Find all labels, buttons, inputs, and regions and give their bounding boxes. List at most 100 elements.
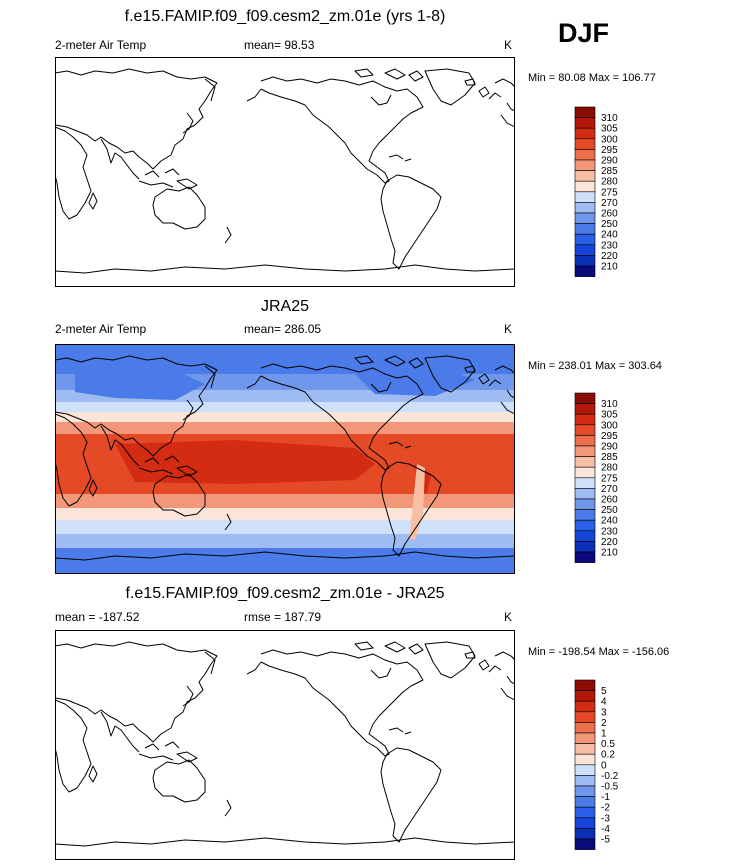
colorbar-label: 290: [601, 156, 618, 167]
colorbar-box: [574, 488, 596, 500]
colorbar-box: [574, 403, 596, 415]
colorbar-box: [574, 509, 596, 521]
colorbar-box: [574, 138, 596, 150]
colorbar-box: [574, 170, 596, 182]
temperature-band: [55, 422, 515, 434]
panel-3-frame: [55, 630, 515, 860]
colorbar-label: 220: [601, 537, 618, 548]
panel-3-map-svg: [55, 630, 515, 860]
panel-2-mean: mean= 286.05: [244, 322, 322, 336]
colorbar-box: [574, 392, 596, 404]
colorbar-label: 220: [601, 251, 618, 262]
panel-2-temperature-field: [55, 344, 515, 574]
colorbar-label: 250: [601, 219, 618, 230]
colorbar-box: [574, 180, 596, 193]
panel-2-colorbar-svg: 3103053002952902852802752702602502402302…: [574, 392, 618, 563]
colorbar-box: [574, 424, 596, 436]
colorbar-label: 230: [601, 526, 618, 537]
colorbar-box: [574, 519, 596, 532]
panel-1-mean: mean= 98.53: [244, 38, 315, 52]
colorbar-box: [574, 212, 596, 224]
panel-2-colorbar: 310 305 300 295 290 285 280 275 270 260 250 240 230 2…: [573, 389, 653, 565]
panel-3-rmse: rmse = 187.79: [244, 610, 322, 624]
colorbar-box: [574, 775, 596, 787]
colorbar-box: [574, 753, 596, 766]
temperature-band: [55, 508, 515, 520]
colorbar-label: 270: [601, 484, 618, 495]
colorbar-box: [574, 732, 596, 744]
colorbar-box: [574, 223, 596, 235]
colorbar-label: 0.2: [601, 750, 615, 761]
colorbar-box: [574, 435, 596, 447]
panel-3-units: K: [504, 610, 513, 624]
panel-3-map: [55, 630, 515, 860]
colorbar-label: 310: [601, 113, 618, 124]
panel-2-frame: [55, 344, 515, 574]
colorbar-box: [574, 117, 596, 129]
temperature-band: [55, 402, 515, 412]
colorbar-label: 300: [601, 420, 618, 431]
colorbar-label: 305: [601, 124, 618, 135]
colorbar-label: 275: [601, 473, 618, 484]
temperature-band: [55, 412, 515, 422]
panel-1-colorbar-svg: 3103053002952902852802752702602502402302…: [574, 106, 618, 277]
colorbar-label: 285: [601, 166, 618, 177]
colorbar-label: 285: [601, 452, 618, 463]
colorbar-label: 2: [601, 718, 607, 729]
colorbar-box: [574, 191, 596, 203]
colorbar-label: 0: [601, 760, 607, 771]
colorbar-box: [574, 722, 596, 734]
colorbar-box: [574, 466, 596, 479]
colorbar-box: [574, 700, 596, 713]
andes-cool-strip: [409, 464, 425, 540]
panel-3-coastlines: [55, 641, 515, 847]
colorbar-label: 260: [601, 495, 618, 506]
panel-2-map-svg: [55, 344, 515, 574]
colorbar-label: 280: [601, 177, 618, 188]
colorbar-label: -4: [601, 824, 610, 835]
panel-2-minmax: Min = 238.01 Max = 303.64: [528, 360, 662, 372]
colorbar-box: [574, 445, 596, 457]
panel-2-variable: 2-meter Air Temp: [55, 322, 147, 336]
panel-1-minmax: Min = 80.08 Max = 106.77: [528, 72, 656, 84]
colorbar-box: [574, 244, 596, 256]
colorbar-label: 295: [601, 431, 618, 442]
colorbar-label: -1: [601, 792, 610, 803]
colorbar-label: -0.5: [601, 782, 619, 793]
colorbar-label: 270: [601, 198, 618, 209]
colorbar-box: [574, 159, 596, 171]
panel-1-units: K: [504, 38, 513, 52]
panel-3-title: f.e15.FAMIP.f09_f09.cesm2_zm.01e - JRA25: [125, 585, 445, 602]
panel-3-mean: mean = -187.52: [55, 610, 140, 624]
colorbar-label: 275: [601, 187, 618, 198]
siberia-cold-region: [75, 370, 205, 400]
colorbar-label: 300: [601, 134, 618, 145]
colorbar-label: 0.5: [601, 739, 615, 750]
colorbar-label: 280: [601, 463, 618, 474]
colorbar-label: -5: [601, 835, 610, 846]
panel-2-units: K: [504, 322, 513, 336]
colorbar-box: [574, 785, 596, 797]
panel-3-colorbar: 5 4 3 2 1 0.5 0.2 0 -0.2 -0.5 -1 -2 -3 -4 -5: [573, 676, 653, 852]
colorbar-box: [574, 127, 596, 140]
panel-1-title: f.e15.FAMIP.f09_f09.cesm2_zm.01e (yrs 1-…: [124, 8, 446, 25]
colorbar-label: 240: [601, 516, 618, 527]
colorbar-box: [574, 764, 596, 776]
colorbar-box: [574, 106, 596, 118]
panel-1-frame: [55, 57, 515, 287]
tropical-warm-pool: [115, 440, 375, 484]
colorbar-label: 230: [601, 240, 618, 251]
temperature-band: [55, 494, 515, 508]
temperature-band: [55, 534, 515, 548]
colorbar-box: [574, 711, 596, 723]
colorbar-box: [574, 541, 596, 553]
colorbar-box: [574, 838, 596, 850]
panel-3-minmax: Min = -198.54 Max = -156.06: [528, 646, 670, 658]
colorbar-box: [574, 233, 596, 246]
colorbar-box: [574, 456, 596, 468]
panel-2-map: [55, 344, 515, 574]
colorbar-box: [574, 806, 596, 819]
colorbar-label: 260: [601, 209, 618, 220]
colorbar-label: 1: [601, 729, 607, 740]
